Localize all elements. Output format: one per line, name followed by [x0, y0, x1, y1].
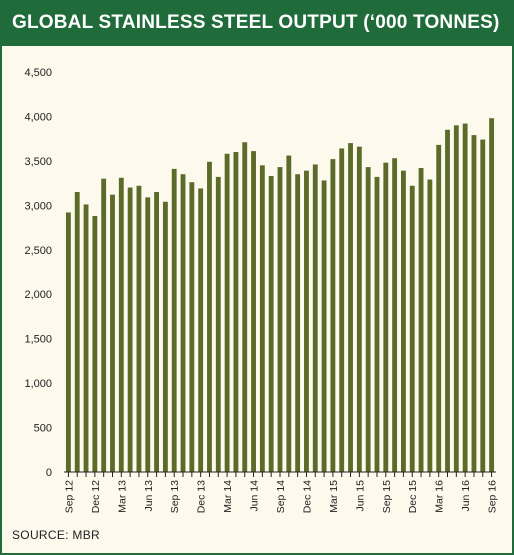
- bar: [215, 176, 221, 472]
- x-tick-label: Dec 14: [301, 480, 313, 513]
- bar: [453, 125, 459, 472]
- bar: [118, 177, 124, 472]
- bar: [295, 174, 301, 472]
- bar: [180, 174, 186, 472]
- bar: [286, 155, 292, 473]
- bar: [65, 212, 71, 472]
- bar: [74, 192, 80, 472]
- x-tick-label: Sep 16: [487, 480, 499, 513]
- bar: [304, 170, 309, 472]
- x-tick-label: Jun 16: [460, 480, 472, 512]
- bar: [321, 180, 327, 472]
- x-tick-label: Jun 14: [249, 480, 261, 512]
- bar: [365, 167, 371, 472]
- source-note: SOURCE: MBR: [12, 528, 100, 542]
- bar: [92, 216, 98, 472]
- bar: [383, 162, 389, 472]
- bar: [198, 188, 204, 472]
- chart-area: 0 500 1,000 1,500 2,000 2,500 3,000 3,500 4,000 4…: [2, 46, 512, 516]
- x-tick-label: Mar 14: [222, 480, 234, 513]
- bar: [401, 170, 406, 472]
- x-tick-label: Dec 13: [196, 480, 208, 513]
- x-tick-label: Sep 14: [275, 480, 287, 513]
- bar: [339, 148, 345, 472]
- bar: [348, 143, 353, 472]
- y-tick-label: 4,500: [24, 67, 52, 79]
- bar: [101, 178, 107, 472]
- x-tick-label: Mar 15: [328, 480, 340, 513]
- chart-header: GLOBAL STAINLESS STEEL OUTPUT (‘000 TONN…: [2, 2, 512, 46]
- x-tick-label: Sep 12: [63, 480, 75, 513]
- bar: [409, 185, 415, 472]
- bar: [489, 118, 495, 472]
- y-tick-label: 3,000: [24, 200, 52, 212]
- y-tick-label: 1,000: [24, 378, 52, 390]
- x-tick-label: Mar 16: [434, 480, 446, 513]
- bar: [268, 176, 274, 472]
- bar: [189, 182, 195, 472]
- bar: [462, 123, 468, 473]
- bar: [110, 194, 115, 472]
- bar: [162, 201, 168, 472]
- bar: [154, 192, 159, 472]
- y-tick-label: 2,000: [24, 289, 52, 301]
- y-tick-label: 500: [34, 423, 52, 435]
- bar: [356, 146, 362, 472]
- chart-title: GLOBAL STAINLESS STEEL OUTPUT (‘000 TONN…: [12, 12, 500, 33]
- bar: [83, 204, 89, 472]
- bar: [445, 129, 450, 472]
- y-tick-label: 1,500: [24, 334, 52, 346]
- bar: [233, 152, 239, 472]
- bar: [374, 176, 380, 472]
- x-tick-label: Sep 13: [169, 480, 181, 513]
- x-tick-label: Dec 12: [90, 480, 102, 513]
- bar: [207, 161, 212, 472]
- bar: [480, 139, 486, 473]
- x-tick-label: Mar 13: [116, 480, 128, 513]
- bar: [427, 179, 433, 473]
- y-tick-label: 4,000: [24, 111, 52, 123]
- bar: [127, 187, 133, 473]
- x-tick-label: Sep 15: [381, 480, 393, 513]
- bar: [145, 197, 151, 473]
- bar: [242, 142, 248, 472]
- bar: [171, 168, 177, 472]
- bar: [471, 135, 477, 472]
- bar: [259, 165, 265, 472]
- bar-chart: 0 500 1,000 1,500 2,000 2,500 3,000 3,500 4,000 4…: [24, 67, 499, 513]
- bar: [312, 164, 318, 472]
- bar: [277, 167, 283, 472]
- bar: [136, 185, 142, 472]
- x-tick-label: Dec 15: [407, 480, 419, 513]
- bar: [224, 153, 230, 472]
- bar: [436, 144, 442, 472]
- y-tick-label: 2,500: [24, 245, 52, 257]
- bar: [251, 151, 256, 472]
- bar: [418, 168, 424, 472]
- bar: [392, 158, 398, 472]
- y-tick-label: 3,500: [24, 156, 52, 168]
- y-tick-label: 0: [46, 467, 52, 479]
- x-tick-label: Jun 13: [143, 480, 155, 512]
- bar: [330, 159, 336, 472]
- x-tick-label: Jun 15: [354, 480, 366, 512]
